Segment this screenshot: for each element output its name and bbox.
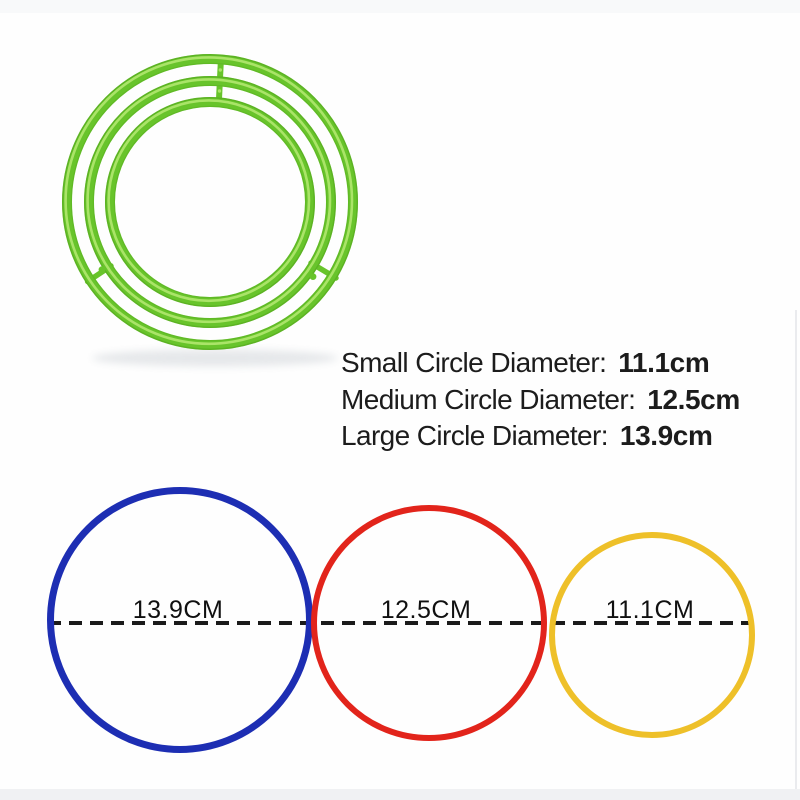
diameter-label-small: 11.1CM	[605, 596, 695, 624]
green-rings-photo	[61, 53, 359, 367]
spec-label-large: Large Circle Diameter:	[341, 420, 609, 451]
ring-knob-left	[98, 266, 106, 273]
top-edge-band	[0, 0, 800, 13]
diameter-label-large: 13.9CM	[132, 596, 224, 624]
circle-medium-red	[311, 505, 547, 741]
ring-shadow	[92, 349, 338, 367]
spec-value-small: 11.1cm	[618, 347, 710, 378]
photo-seam-line	[795, 310, 797, 789]
spec-line-medium: Medium Circle Diameter: 12.5cm	[341, 384, 740, 421]
spec-value-large: 13.9cm	[619, 420, 713, 451]
ring-knob-right	[309, 273, 317, 280]
spec-line-small: Small Circle Diameter: 11.1cm	[341, 347, 740, 384]
spec-value-medium: 12.5cm	[647, 383, 740, 415]
spec-text-block: Small Circle Diameter: 11.1cm Medium Circ…	[341, 347, 740, 457]
circle-small-yellow	[549, 532, 755, 738]
spec-label-small: Small Circle Diameter:	[341, 347, 607, 378]
bottom-edge-band	[0, 789, 800, 800]
circle-large-blue	[47, 487, 313, 753]
spec-label-medium: Medium Circle Diameter:	[341, 383, 636, 415]
spec-line-large: Large Circle Diameter: 13.9cm	[341, 420, 740, 457]
diameter-label-medium: 12.5CM	[380, 596, 472, 624]
ring-highlights	[64, 56, 354, 346]
